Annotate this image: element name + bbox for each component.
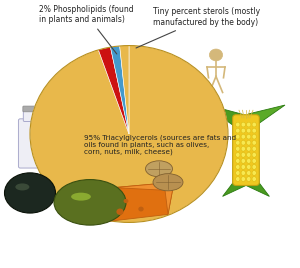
Ellipse shape: [241, 152, 245, 157]
Ellipse shape: [236, 177, 240, 181]
Ellipse shape: [236, 122, 240, 127]
Ellipse shape: [15, 183, 29, 191]
Wedge shape: [110, 46, 129, 134]
Ellipse shape: [241, 128, 245, 133]
FancyBboxPatch shape: [19, 119, 41, 168]
Ellipse shape: [252, 140, 256, 145]
Ellipse shape: [146, 161, 172, 177]
Wedge shape: [98, 47, 129, 134]
Ellipse shape: [247, 171, 251, 175]
Ellipse shape: [241, 140, 245, 145]
Polygon shape: [203, 104, 244, 128]
Ellipse shape: [236, 171, 240, 175]
FancyBboxPatch shape: [21, 128, 39, 167]
Text: 95% Triacylglycerols (sources are fats and
oils found in plants, such as olives,: 95% Triacylglycerols (sources are fats a…: [84, 134, 236, 155]
Ellipse shape: [252, 134, 256, 139]
FancyBboxPatch shape: [233, 115, 259, 185]
Polygon shape: [99, 182, 174, 222]
Ellipse shape: [236, 159, 240, 163]
Ellipse shape: [247, 122, 251, 127]
Ellipse shape: [252, 171, 256, 175]
Ellipse shape: [241, 122, 245, 127]
Ellipse shape: [4, 173, 55, 213]
Ellipse shape: [236, 165, 240, 169]
Ellipse shape: [252, 128, 256, 133]
Ellipse shape: [247, 159, 251, 163]
Ellipse shape: [236, 147, 240, 151]
Ellipse shape: [241, 177, 245, 181]
Circle shape: [209, 49, 223, 61]
Ellipse shape: [153, 174, 183, 191]
Ellipse shape: [236, 140, 240, 145]
Wedge shape: [30, 46, 228, 222]
Ellipse shape: [54, 180, 126, 225]
Circle shape: [116, 209, 124, 215]
Ellipse shape: [247, 134, 251, 139]
Ellipse shape: [247, 177, 251, 181]
Ellipse shape: [71, 193, 91, 201]
Text: 2% Phospholipids (found
in plants and animals): 2% Phospholipids (found in plants and an…: [39, 5, 134, 54]
Ellipse shape: [247, 152, 251, 157]
Ellipse shape: [247, 147, 251, 151]
Circle shape: [124, 199, 128, 203]
Polygon shape: [248, 105, 285, 126]
Ellipse shape: [252, 177, 256, 181]
Circle shape: [138, 207, 144, 211]
Ellipse shape: [252, 147, 256, 151]
Ellipse shape: [241, 134, 245, 139]
Ellipse shape: [241, 171, 245, 175]
Ellipse shape: [252, 122, 256, 127]
Ellipse shape: [236, 152, 240, 157]
Ellipse shape: [241, 165, 245, 169]
Ellipse shape: [236, 128, 240, 133]
Polygon shape: [223, 181, 269, 196]
Wedge shape: [120, 46, 129, 134]
Ellipse shape: [252, 152, 256, 157]
Ellipse shape: [241, 159, 245, 163]
Ellipse shape: [247, 140, 251, 145]
Ellipse shape: [247, 165, 251, 169]
FancyBboxPatch shape: [23, 106, 37, 112]
Ellipse shape: [241, 147, 245, 151]
Text: Tiny percent sterols (mostly
manufactured by the body): Tiny percent sterols (mostly manufacture…: [136, 8, 260, 48]
Polygon shape: [114, 182, 174, 214]
Ellipse shape: [252, 159, 256, 163]
Ellipse shape: [252, 165, 256, 169]
Ellipse shape: [236, 134, 240, 139]
Ellipse shape: [247, 128, 251, 133]
FancyBboxPatch shape: [23, 109, 37, 121]
